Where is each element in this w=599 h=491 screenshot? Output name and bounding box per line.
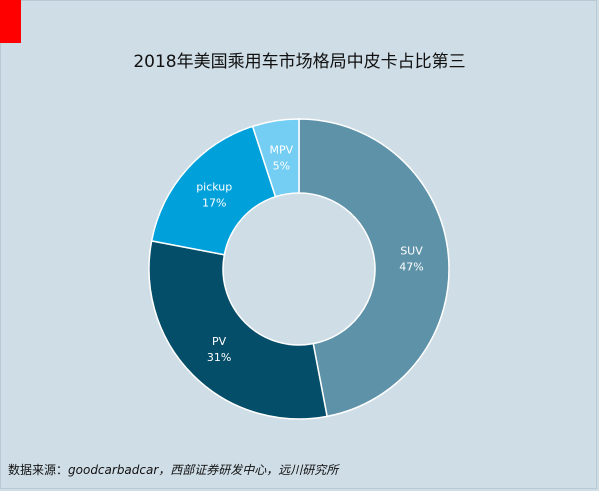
slice-mpv [251, 118, 300, 198]
slice-label-pickup: pickup [196, 180, 232, 193]
slice-value-mpv: 5% [273, 159, 290, 172]
source-note: 数据来源：goodcarbadcar，西部证券研发中心，远川研究所 [8, 461, 338, 478]
slice-suv [298, 118, 450, 418]
slice-value-pv: 31% [207, 351, 231, 364]
slice-label-suv: SUV [400, 244, 423, 257]
source-label: 数据来源： [8, 463, 69, 477]
source-text: goodcarbadcar，西部证券研发中心，远川研究所 [68, 463, 339, 477]
chart-title: 2018年美国乘用车市场格局中皮卡占比第三 [133, 52, 466, 72]
slice-pv [148, 240, 328, 420]
slice-value-suv: 47% [399, 260, 423, 273]
slice-label-pv: PV [212, 335, 227, 348]
slice-value-pickup: 17% [202, 196, 226, 209]
red-corner-marker [0, 0, 21, 43]
slice-label-mpv: MPV [269, 143, 293, 156]
